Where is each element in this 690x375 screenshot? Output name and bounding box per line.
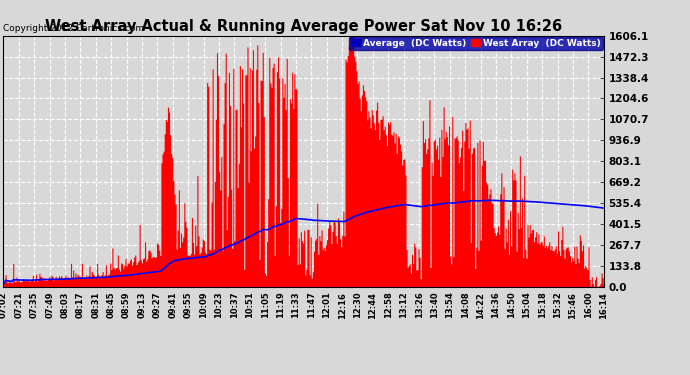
Legend: Average  (DC Watts), West Array  (DC Watts): Average (DC Watts), West Array (DC Watts… [349, 36, 603, 50]
Text: Copyright 2012 Cartronics.com: Copyright 2012 Cartronics.com [3, 24, 145, 33]
Title: West Array Actual & Running Average Power Sat Nov 10 16:26: West Array Actual & Running Average Powe… [45, 20, 562, 34]
